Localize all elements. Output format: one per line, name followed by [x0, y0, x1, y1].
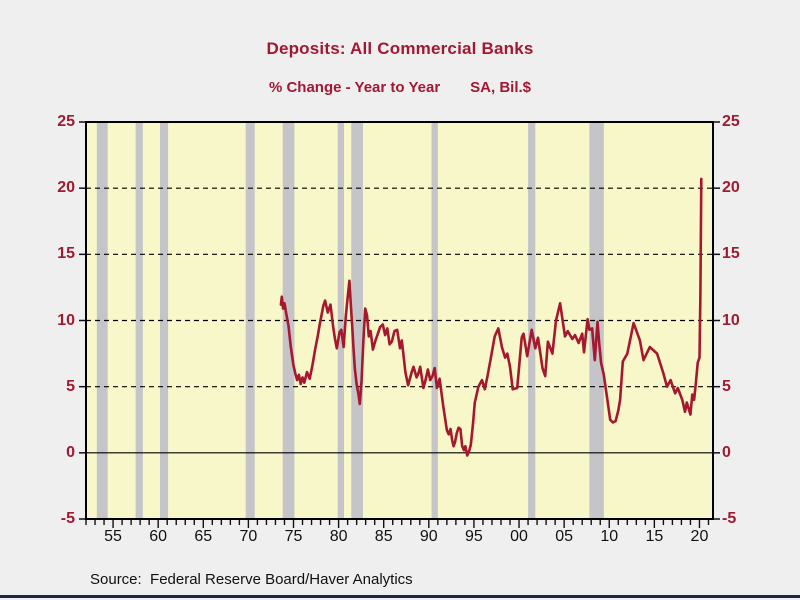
y-axis-label-right: -5: [722, 510, 737, 527]
y-axis-label-left: 0: [66, 443, 75, 461]
recession-band: [589, 122, 604, 519]
x-axis-label: 70: [239, 528, 258, 545]
x-axis-label: 20: [690, 528, 709, 545]
y-axis-label-left: 20: [57, 179, 75, 197]
y-axis-label-left: 25: [57, 113, 75, 130]
y-axis-label-left: 15: [57, 245, 75, 263]
x-axis-label: 15: [645, 528, 664, 545]
x-axis-label: 75: [284, 528, 303, 545]
x-axis-label: 90: [419, 528, 438, 545]
y-axis-label-right: 15: [722, 245, 740, 263]
x-axis-label: 80: [329, 528, 348, 545]
subtitle-units: SA, Bil.$: [470, 79, 532, 96]
y-axis-label-right: 10: [722, 311, 740, 329]
x-axis-label: 60: [149, 528, 168, 545]
x-axis-label: 95: [465, 528, 483, 545]
source-note: Source: Federal Reserve Board/Haver Anal…: [90, 571, 413, 588]
y-axis-label-left: -5: [60, 510, 75, 527]
x-axis-label: 10: [600, 528, 619, 545]
y-axis-label-left: 10: [57, 311, 75, 329]
bottom-rule: [0, 595, 800, 598]
deposits-line: [279, 177, 703, 457]
y-axis-label-right: 5: [722, 377, 731, 395]
y-axis-label-right: 25: [722, 113, 740, 130]
page-title: Deposits: All Commercial Banks: [266, 39, 534, 58]
x-axis-label: 05: [555, 528, 574, 545]
page-subtitle: % Change - Year to Year SA, Bil.$: [0, 79, 800, 96]
y-axis-label-right: 0: [722, 443, 731, 461]
x-axis-label: 00: [510, 528, 528, 545]
plot-frame: [85, 121, 714, 520]
recession-band: [431, 122, 438, 519]
x-axis-label: 65: [194, 528, 213, 545]
x-axis-label: 85: [374, 528, 393, 545]
y-axis-label-left: 5: [66, 377, 75, 395]
x-axis-label: 55: [104, 528, 122, 545]
recession-band: [159, 122, 169, 519]
recession-band: [96, 122, 108, 519]
recession-band: [135, 122, 143, 519]
subtitle-measure: % Change - Year to Year: [268, 79, 441, 96]
y-axis-label-right: 20: [722, 179, 740, 197]
